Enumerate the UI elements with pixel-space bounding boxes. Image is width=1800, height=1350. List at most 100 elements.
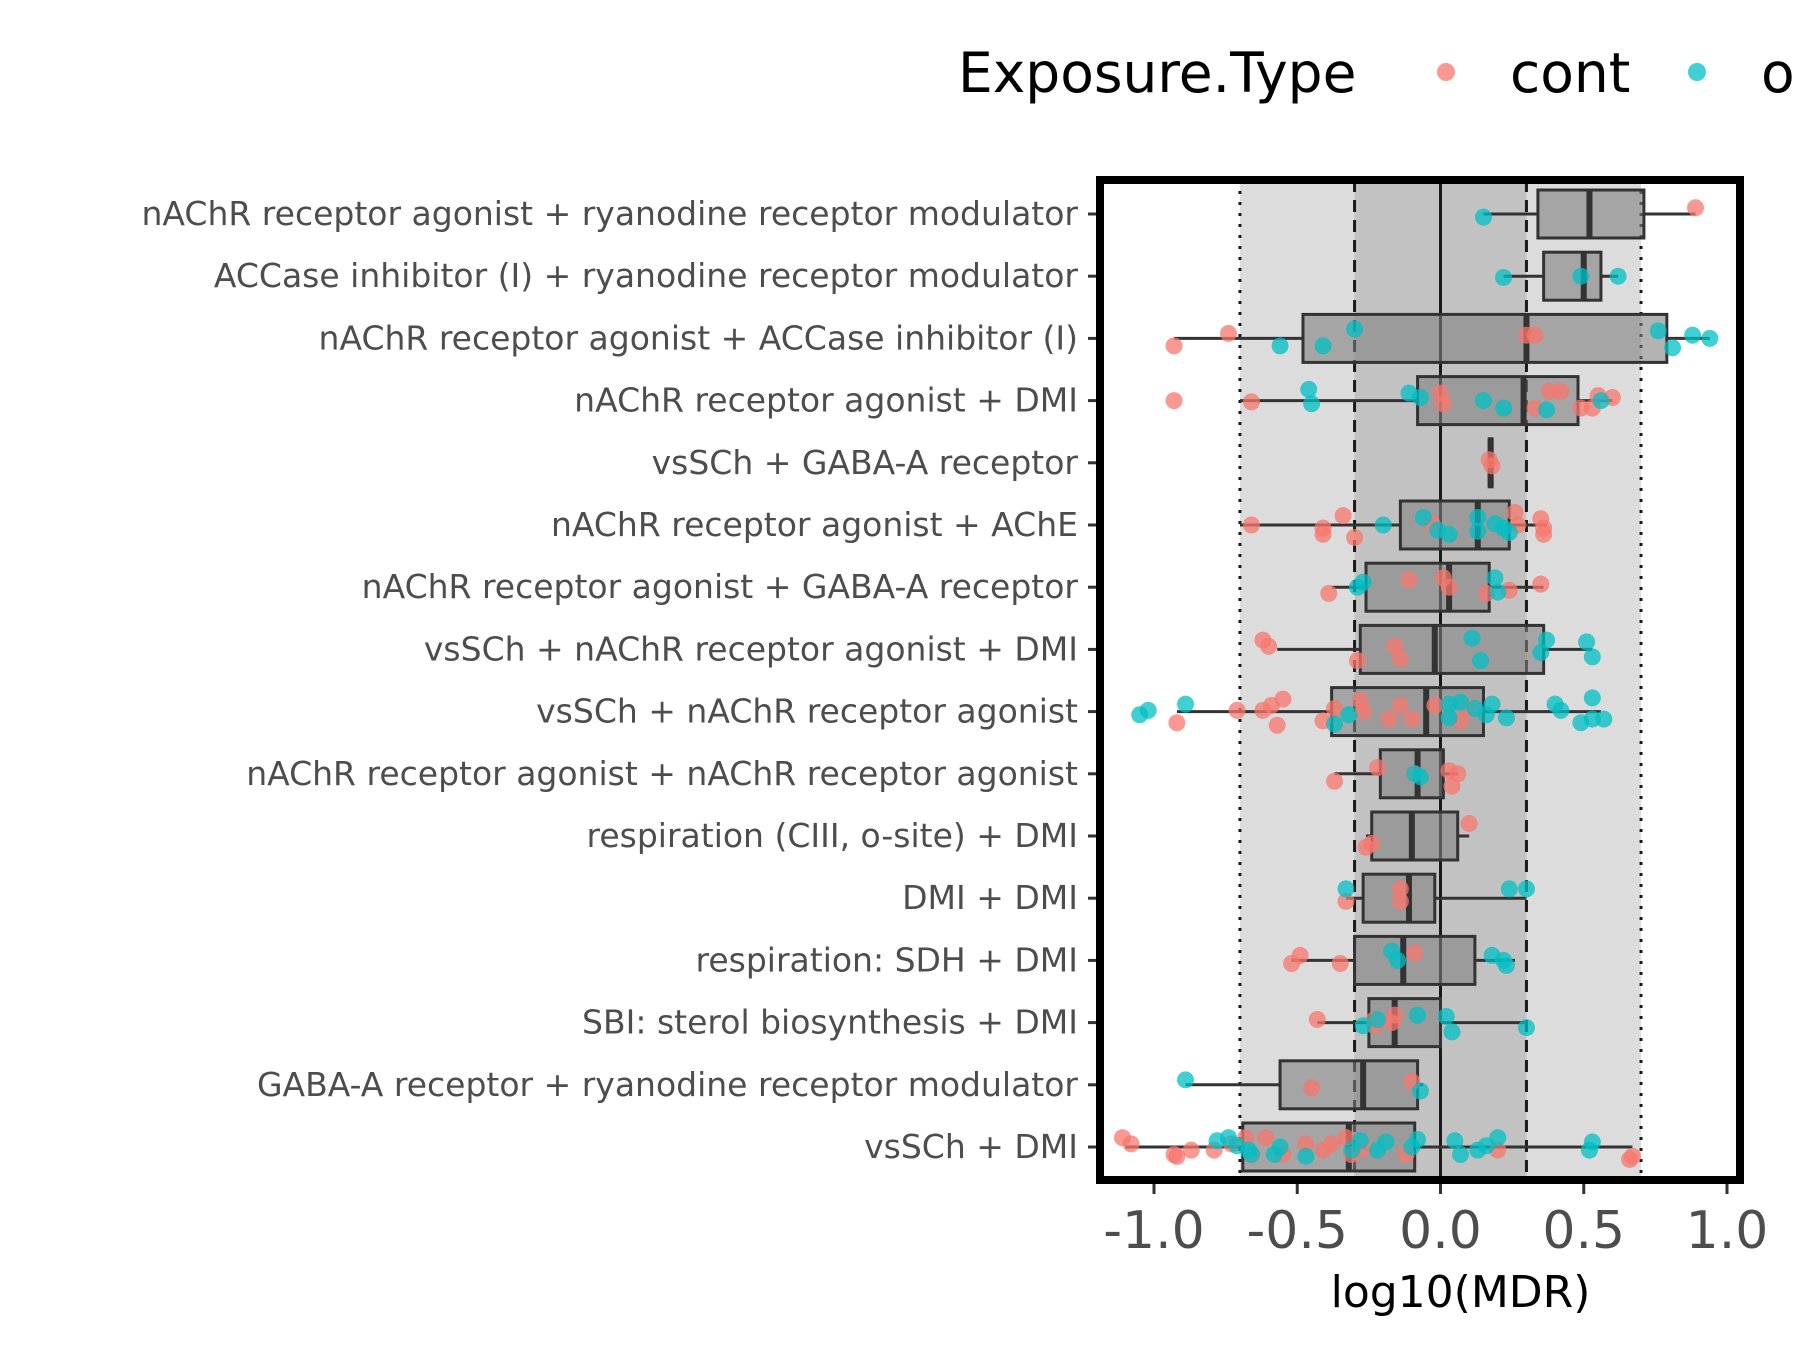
point-13-0 <box>1308 1010 1326 1028</box>
point-13-10 <box>1368 1010 1386 1028</box>
point-6-0 <box>1320 584 1338 602</box>
point-8-11 <box>1391 696 1409 714</box>
x-tick-label-2: 0.0 <box>1399 1201 1482 1261</box>
point-8-9 <box>1354 703 1372 721</box>
point-15-3 <box>1168 1147 1186 1165</box>
point-15-9 <box>1257 1129 1275 1147</box>
point-3-16 <box>1495 399 1513 417</box>
point-5-14 <box>1440 525 1458 543</box>
point-12-8 <box>1497 956 1515 974</box>
y-tick-label-5: nAChR receptor agonist + AChE <box>551 505 1078 544</box>
box-rect <box>1364 561 1491 613</box>
box-rect <box>1301 312 1669 364</box>
point-15-41 <box>1580 1141 1598 1159</box>
point-14-2 <box>1177 1071 1195 1089</box>
point-13-6 <box>1409 1006 1427 1024</box>
point-8-13 <box>1426 696 1444 714</box>
point-7-4 <box>1391 650 1409 668</box>
point-7-10 <box>1583 648 1601 666</box>
point-2-5 <box>1271 337 1289 355</box>
point-6-10 <box>1489 583 1507 601</box>
point-15-27 <box>1271 1138 1289 1156</box>
point-7-9 <box>1578 633 1596 651</box>
point-1-1 <box>1609 267 1627 285</box>
point-12-5 <box>1389 951 1407 969</box>
y-tick-label-3: nAChR receptor agonist + DMI <box>574 381 1078 420</box>
point-8-7 <box>1325 699 1343 717</box>
point-5-11 <box>1374 516 1392 534</box>
point-15-13 <box>1323 1135 1341 1153</box>
point-3-17 <box>1538 401 1556 419</box>
point-11-2 <box>1391 892 1409 910</box>
point-8-18 <box>1177 695 1195 713</box>
point-11-1 <box>1391 880 1409 898</box>
point-11-0 <box>1337 892 1355 910</box>
point-6-6 <box>1532 575 1550 593</box>
point-15-30 <box>1351 1132 1369 1150</box>
point-2-7 <box>1649 322 1667 340</box>
point-12-1 <box>1291 946 1309 964</box>
point-12-2 <box>1331 955 1349 973</box>
y-tick-label-10: respiration (CIII, o-site) + DMI <box>587 816 1078 855</box>
point-2-1 <box>1219 324 1237 342</box>
point-3-15 <box>1474 392 1492 410</box>
point-15-1 <box>1122 1135 1140 1153</box>
point-15-35 <box>1446 1132 1464 1150</box>
point-8-28 <box>1552 701 1570 719</box>
point-3-12 <box>1303 395 1321 413</box>
y-tick-label-11: DMI + DMI <box>902 878 1078 917</box>
legend-key-1 <box>1688 63 1706 81</box>
point-2-8 <box>1684 326 1702 344</box>
point-5-16 <box>1469 522 1487 540</box>
point-8-4 <box>1262 696 1280 714</box>
point-2-3 <box>1526 326 1544 344</box>
x-axis: -1.0 -0.5 0.0 0.5 1.0 <box>1103 1184 1768 1261</box>
point-2-9 <box>1701 329 1719 347</box>
point-5-2 <box>1314 525 1332 543</box>
point-8-22 <box>1452 693 1470 711</box>
point-13-8 <box>1443 1023 1461 1041</box>
point-7-8 <box>1538 631 1556 649</box>
point-6-8 <box>1354 573 1372 591</box>
x-tick-label-3: 0.5 <box>1542 1201 1625 1261</box>
point-9-0 <box>1325 772 1343 790</box>
point-15-28 <box>1297 1147 1315 1165</box>
point-6-3 <box>1440 578 1458 596</box>
point-11-5 <box>1517 880 1535 898</box>
point-2-10 <box>1664 339 1682 357</box>
point-8-20 <box>1340 706 1358 724</box>
point-5-10 <box>1535 525 1553 543</box>
point-15-11 <box>1297 1135 1315 1153</box>
point-14-0 <box>1303 1079 1321 1097</box>
point-8-32 <box>1595 710 1613 728</box>
box-0 <box>1483 188 1696 240</box>
point-3-0 <box>1165 392 1183 410</box>
y-tick-label-6: nAChR receptor agonist + GABA-A receptor <box>362 567 1079 606</box>
y-tick-label-8: vsSCh + nAChR receptor agonist <box>536 692 1078 731</box>
point-8-0 <box>1168 714 1186 732</box>
point-12-3 <box>1406 944 1424 962</box>
point-1-2 <box>1495 268 1513 286</box>
point-5-3 <box>1334 507 1352 525</box>
point-9-5 <box>1443 777 1461 795</box>
point-10-2 <box>1460 815 1478 833</box>
legend-key-0 <box>1437 63 1455 81</box>
point-8-26 <box>1497 709 1515 727</box>
x-tick-label-4: 1.0 <box>1686 1201 1769 1261</box>
panel-frame <box>1096 176 1744 1184</box>
point-3-3 <box>1434 395 1452 413</box>
point-3-1 <box>1242 393 1260 411</box>
box-rect <box>1278 1059 1420 1111</box>
legend-label-0: cont <box>1510 41 1630 105</box>
point-9-7 <box>1406 765 1424 783</box>
y-tick-label-12: respiration: SDH + DMI <box>696 940 1078 979</box>
point-5-12 <box>1414 509 1432 527</box>
point-0-1 <box>1474 208 1492 226</box>
y-tick-label-14: GABA-A receptor + ryanodine receptor mod… <box>257 1065 1078 1104</box>
point-4-1 <box>1483 457 1501 475</box>
point-2-4 <box>1346 320 1364 338</box>
point-6-9 <box>1486 569 1504 587</box>
box-rect <box>1542 250 1603 302</box>
legend: Exposure.Type cont o <box>958 41 1795 105</box>
point-5-15 <box>1469 509 1487 527</box>
